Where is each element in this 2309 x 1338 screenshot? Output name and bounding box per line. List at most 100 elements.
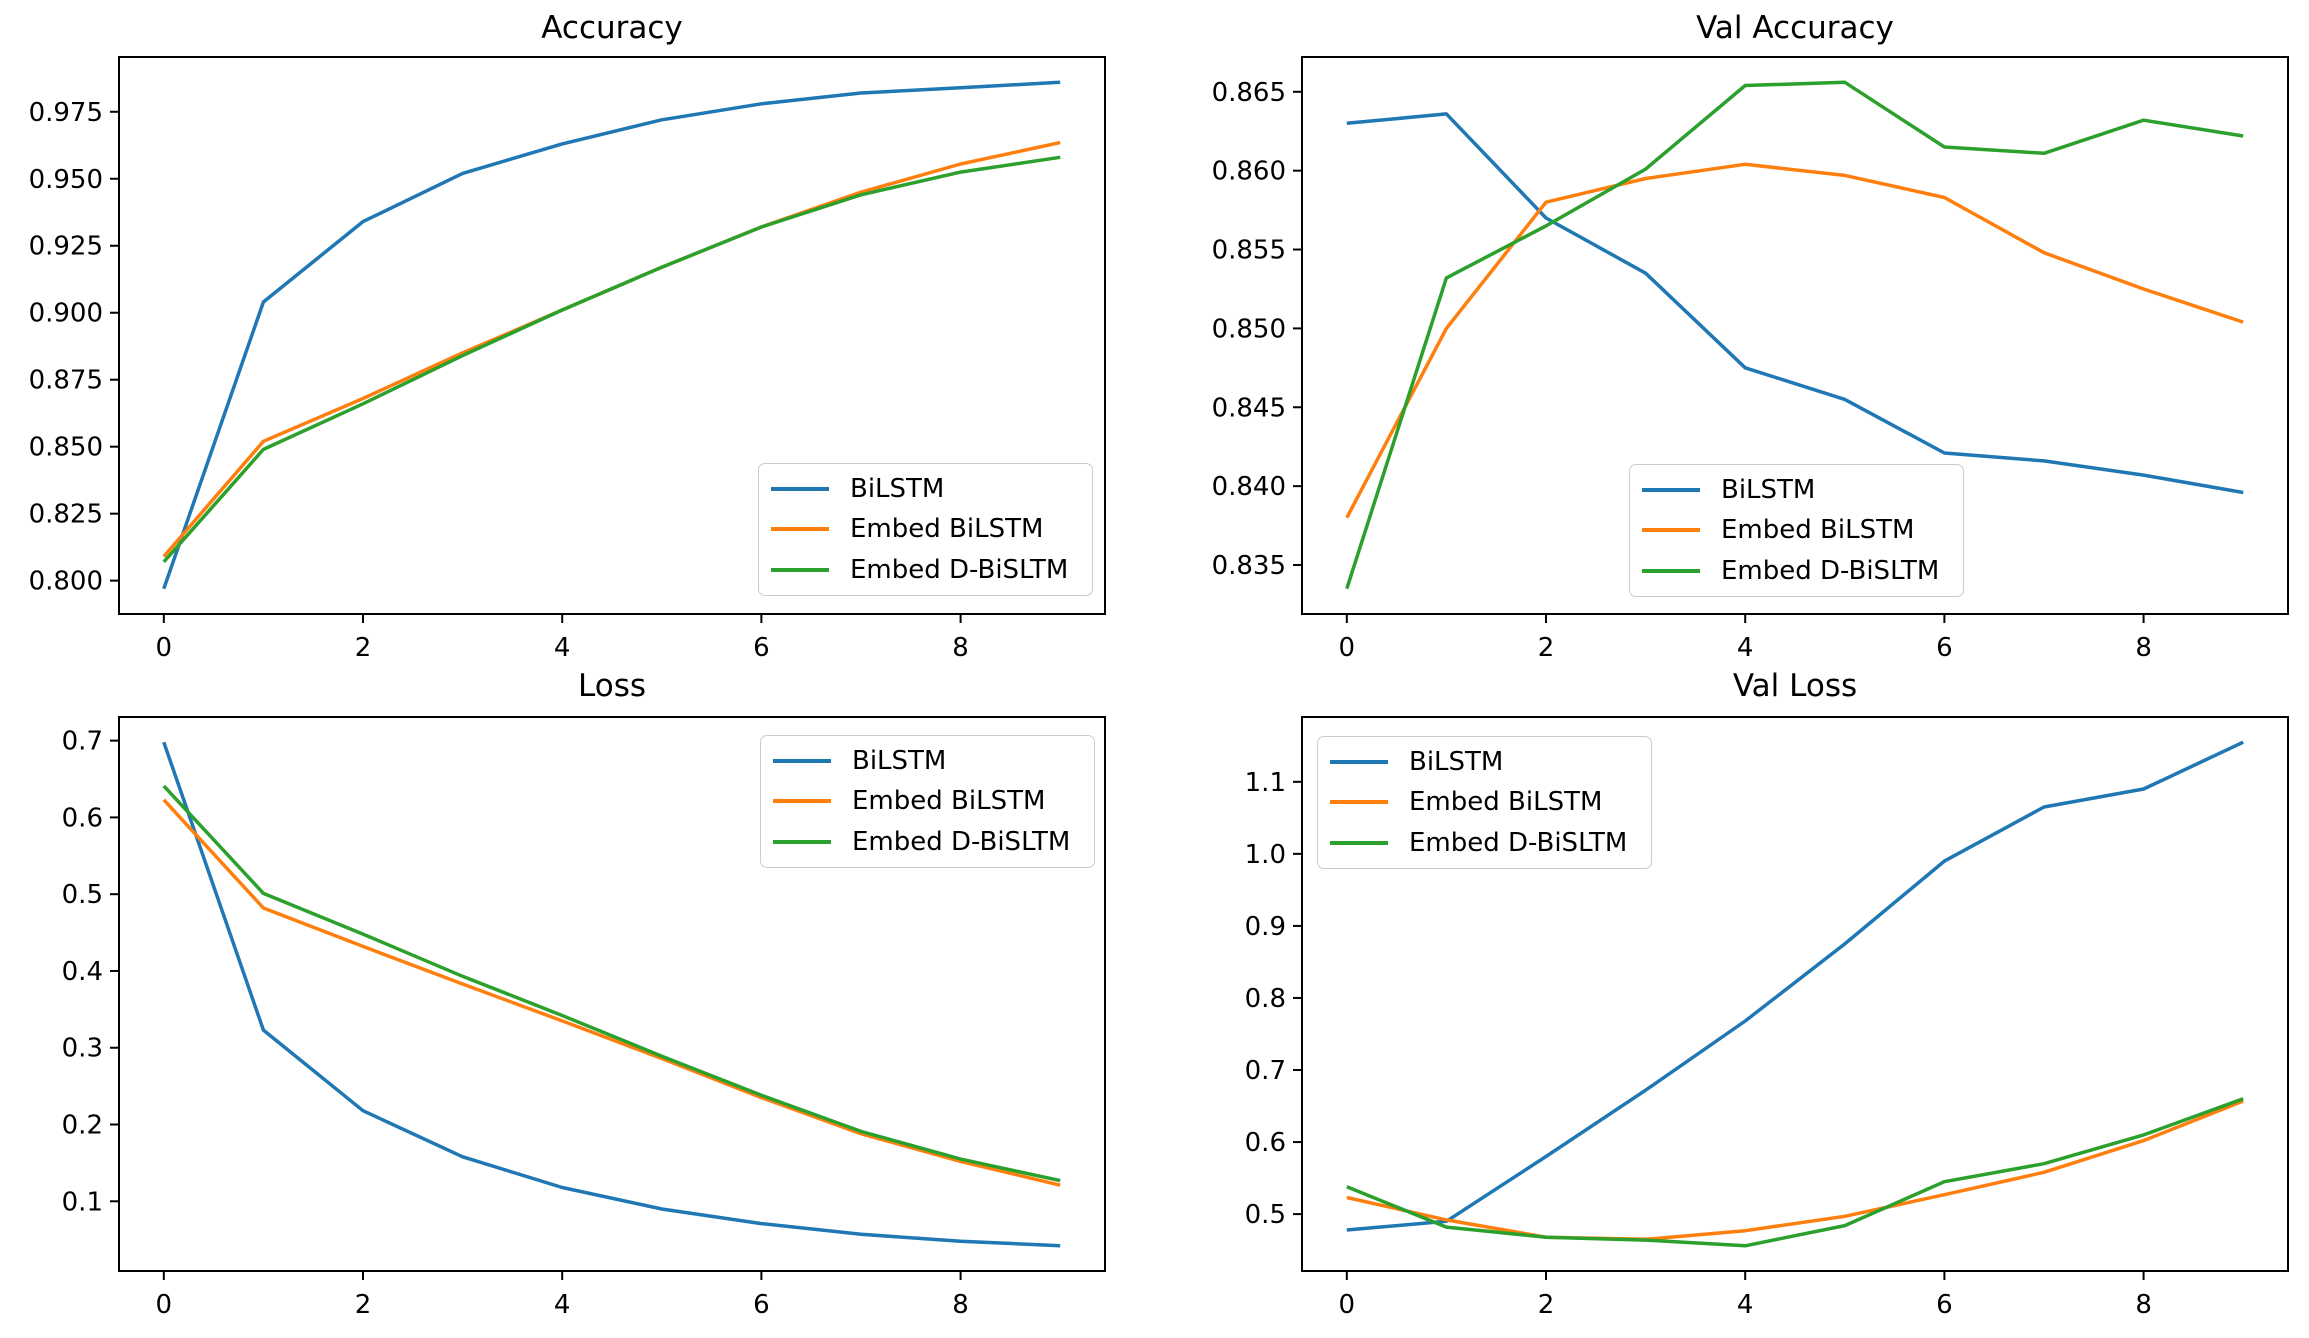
x-tick-label: 0 xyxy=(156,1290,173,1320)
x-tick-label: 8 xyxy=(2135,633,2152,663)
axes-loss: 0.1 0.2 0.3 0.4 0.5 0.6 0.7 0 2 4 6 8 xyxy=(62,716,1106,1320)
y-tick-label: 0.900 xyxy=(29,299,103,329)
legend-loss: BiLSTM Embed BiLSTM Embed D-BiSLTM xyxy=(760,735,1095,868)
legend-line-swatch xyxy=(773,799,831,804)
x-tick-label: 6 xyxy=(753,1290,770,1320)
legend-item: Embed D-BiSLTM xyxy=(771,550,1080,590)
series-line-bilstm xyxy=(162,741,1061,1248)
legend-item: Embed D-BiSLTM xyxy=(1330,823,1639,863)
axes-accuracy: 0.800 0.825 0.850 0.875 0.900 0.925 0.950 0.975… xyxy=(29,56,1106,663)
legend-line-swatch xyxy=(1642,568,1700,573)
x-tick-label: 2 xyxy=(1538,633,1555,663)
y-tick-label: 0.865 xyxy=(1212,78,1286,108)
series-line-embed-d-bisltm xyxy=(162,784,1061,1183)
axes-val-accuracy: 0.835 0.840 0.845 0.850 0.855 0.860 0.865 0 2 4 6 8 xyxy=(1212,56,2289,663)
axes-frame xyxy=(118,716,1106,1272)
legend-item: BiLSTM xyxy=(1330,742,1639,782)
y-tick-label: 0.5 xyxy=(1245,1200,1286,1230)
x-tick-label: 6 xyxy=(1936,633,1953,663)
legend-line-swatch xyxy=(1330,800,1388,805)
y-tick-label: 0.3 xyxy=(62,1034,103,1064)
x-tick-label: 2 xyxy=(355,633,372,663)
x-tick-label: 0 xyxy=(1339,633,1356,663)
y-tick-label: 0.835 xyxy=(1212,551,1286,581)
y-tick-label: 0.5 xyxy=(62,880,103,910)
y-tick-label: 0.825 xyxy=(29,500,103,530)
y-tick-label: 0.2 xyxy=(62,1111,103,1141)
legend-line-swatch xyxy=(773,759,831,764)
series-line-bilstm xyxy=(162,80,1061,590)
legend-label: Embed BiLSTM xyxy=(852,786,1046,817)
legend-line-swatch xyxy=(771,567,829,572)
chart-title-accuracy: Accuracy xyxy=(541,10,683,46)
legend-label: Embed D-BiSLTM xyxy=(850,554,1069,585)
y-tick-label: 0.840 xyxy=(1212,472,1286,502)
legend-label: Embed D-BiSLTM xyxy=(1409,827,1628,858)
legend-accuracy: BiLSTM Embed BiLSTM Embed D-BiSLTM xyxy=(758,463,1093,596)
y-tick-label: 0.855 xyxy=(1212,236,1286,266)
x-tick-label: 4 xyxy=(1737,633,1754,663)
legend-line-swatch xyxy=(771,527,829,532)
legend-item: Embed D-BiSLTM xyxy=(1642,551,1951,591)
x-tick-label: 4 xyxy=(554,1290,571,1320)
y-tick-label: 1.1 xyxy=(1245,768,1286,798)
legend-item: BiLSTM xyxy=(773,741,1082,781)
axes-frame xyxy=(1301,56,2289,615)
y-tick-label: 0.1 xyxy=(62,1187,103,1217)
x-tick-label: 6 xyxy=(1936,1290,1953,1320)
y-tick-label: 0.7 xyxy=(62,727,103,757)
series-line-embed-bilstm xyxy=(1345,162,2244,519)
y-tick-label: 0.9 xyxy=(1245,912,1286,942)
series-line-bilstm xyxy=(1346,112,2244,495)
x-tick-label: 2 xyxy=(355,1290,372,1320)
y-tick-label: 0.7 xyxy=(1245,1056,1286,1086)
legend-label: BiLSTM xyxy=(850,474,945,505)
legend-line-swatch xyxy=(1642,488,1700,493)
legend-item: Embed BiLSTM xyxy=(771,509,1080,549)
series-line-embed-d-bisltm xyxy=(1345,80,2244,590)
series-line-bilstm xyxy=(1346,740,2244,1232)
legend-item: Embed BiLSTM xyxy=(773,781,1082,821)
legend-label: BiLSTM xyxy=(852,746,947,777)
y-tick-label: 0.8 xyxy=(1245,984,1286,1014)
y-tick-label: 0.850 xyxy=(1212,314,1286,344)
series-line-embed-bilstm xyxy=(162,798,1061,1187)
legend-label: Embed D-BiSLTM xyxy=(1721,555,1940,586)
legend-line-swatch xyxy=(773,839,831,844)
legend-line-swatch xyxy=(1330,760,1388,765)
y-tick-label: 0.4 xyxy=(62,957,103,987)
x-tick-label: 0 xyxy=(1339,1290,1356,1320)
series-line-embed-d-bisltm xyxy=(162,155,1061,564)
legend-line-swatch xyxy=(1642,528,1700,533)
y-tick-label: 0.860 xyxy=(1212,157,1286,187)
series-line-embed-d-bisltm xyxy=(1346,1097,2244,1248)
y-tick-label: 0.950 xyxy=(29,165,103,195)
series-line-embed-bilstm xyxy=(1346,1099,2244,1242)
legend-item: Embed BiLSTM xyxy=(1642,510,1951,550)
y-tick-label: 1.0 xyxy=(1245,840,1286,870)
axes-val-loss: 0.5 0.6 0.7 0.8 0.9 1.0 1.1 0 2 4 6 8 xyxy=(1245,716,2289,1320)
y-tick-label: 0.875 xyxy=(29,366,103,396)
axes-frame xyxy=(1301,716,2289,1272)
legend-line-swatch xyxy=(1330,840,1388,845)
x-tick-label: 8 xyxy=(952,1290,969,1320)
y-tick-label: 0.6 xyxy=(1245,1128,1286,1158)
legend-val-accuracy: BiLSTM Embed BiLSTM Embed D-BiSLTM xyxy=(1629,464,1964,597)
axes-frame xyxy=(118,56,1106,615)
legend-item: Embed D-BiSLTM xyxy=(773,822,1082,862)
x-tick-label: 0 xyxy=(156,633,173,663)
legend-item: Embed BiLSTM xyxy=(1330,782,1639,822)
legend-item: BiLSTM xyxy=(771,469,1080,509)
legend-label: Embed D-BiSLTM xyxy=(852,826,1071,857)
y-tick-label: 0.845 xyxy=(1212,393,1286,423)
legend-line-swatch xyxy=(771,487,829,492)
x-tick-label: 4 xyxy=(1737,1290,1754,1320)
chart-title-loss: Loss xyxy=(578,668,646,704)
y-tick-label: 0.800 xyxy=(29,567,103,597)
x-tick-label: 2 xyxy=(1538,1290,1555,1320)
x-tick-label: 8 xyxy=(952,633,969,663)
y-tick-label: 0.6 xyxy=(62,803,103,833)
legend-item: BiLSTM xyxy=(1642,470,1951,510)
